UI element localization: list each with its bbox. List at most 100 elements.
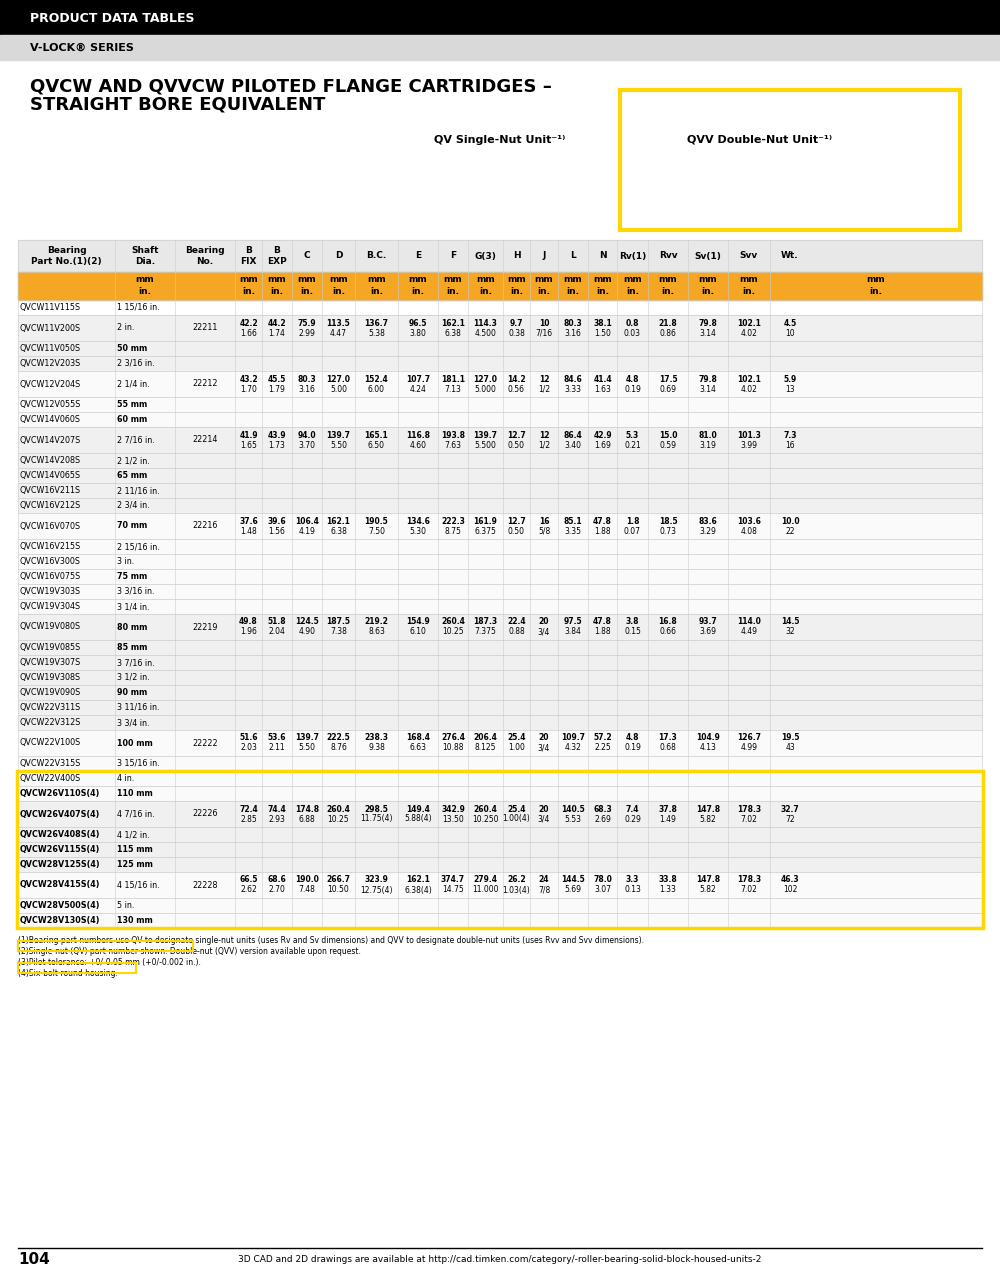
Text: 4.49: 4.49	[740, 627, 758, 636]
Text: 1.69: 1.69	[594, 440, 611, 449]
Text: 114.3: 114.3	[474, 319, 497, 328]
Text: 22: 22	[785, 526, 795, 535]
Text: mm: mm	[593, 275, 612, 284]
Text: 6.88: 6.88	[299, 814, 315, 823]
Text: 124.5: 124.5	[295, 617, 319, 626]
Text: QVCW AND QVVCW PILOTED FLANGE CARTRIDGES –: QVCW AND QVVCW PILOTED FLANGE CARTRIDGES…	[30, 78, 552, 96]
Text: 1.63: 1.63	[594, 384, 611, 393]
Text: 260.4: 260.4	[474, 805, 497, 814]
Text: (1)Bearing part numbers use QV to designate single-nut units (uses Rv and Sv dim: (1)Bearing part numbers use QV to design…	[18, 936, 644, 945]
Text: 0.66: 0.66	[660, 627, 676, 636]
Text: 3.99: 3.99	[740, 440, 758, 449]
Text: QVCW16V212S: QVCW16V212S	[20, 500, 81, 509]
Text: 1.56: 1.56	[269, 526, 285, 535]
Text: 6.375: 6.375	[475, 526, 496, 535]
Text: 110 mm: 110 mm	[117, 788, 153, 797]
Text: QVCW19V090S: QVCW19V090S	[20, 689, 81, 698]
Text: PRODUCT DATA TABLES: PRODUCT DATA TABLES	[30, 12, 194, 24]
Text: 0.38: 0.38	[508, 329, 525, 338]
Bar	[18, 513, 982, 614]
Text: 53.6: 53.6	[268, 733, 286, 742]
Text: QVCW16V070S: QVCW16V070S	[20, 521, 81, 530]
Text: in.: in.	[742, 288, 756, 297]
Text: 2.62: 2.62	[240, 886, 257, 895]
Text: 3 1/2 in.: 3 1/2 in.	[117, 673, 150, 682]
Bar	[18, 315, 982, 371]
Text: 6.00: 6.00	[368, 384, 385, 393]
Text: 7.4: 7.4	[626, 805, 639, 814]
Text: 3.33: 3.33	[564, 384, 582, 393]
Text: 2.70: 2.70	[269, 886, 285, 895]
Text: 66.5: 66.5	[239, 876, 258, 884]
Text: 2 in.: 2 in.	[117, 324, 134, 333]
Text: 140.5: 140.5	[561, 805, 585, 814]
Text: 55 mm: 55 mm	[117, 399, 147, 410]
Bar	[18, 801, 982, 872]
Text: 22219: 22219	[192, 622, 218, 631]
Text: 147.8: 147.8	[696, 805, 720, 814]
Text: QVCW22V311S: QVCW22V311S	[20, 703, 81, 712]
Text: 102.1: 102.1	[737, 319, 761, 328]
Text: QVCW26V110S(4): QVCW26V110S(4)	[20, 788, 100, 797]
Text: QVCW22V400S: QVCW22V400S	[20, 774, 81, 783]
Text: 6.38(4): 6.38(4)	[404, 886, 432, 895]
Text: QVV Double-Nut Unit⁻¹⁾: QVV Double-Nut Unit⁻¹⁾	[687, 134, 833, 145]
Text: 125 mm: 125 mm	[117, 860, 153, 869]
Text: 3.16: 3.16	[565, 329, 581, 338]
Text: 149.4: 149.4	[406, 805, 430, 814]
Text: 5.500: 5.500	[475, 440, 496, 449]
Text: 12.7: 12.7	[507, 430, 526, 439]
Text: 8.63: 8.63	[368, 627, 385, 636]
Text: C: C	[304, 251, 310, 261]
Text: 3.19: 3.19	[700, 440, 716, 449]
Text: QVCW19V080S: QVCW19V080S	[20, 622, 81, 631]
Text: 126.7: 126.7	[737, 733, 761, 742]
Text: 47.8: 47.8	[593, 617, 612, 626]
Text: 0.56: 0.56	[508, 384, 525, 393]
Text: 22222: 22222	[192, 739, 218, 748]
Text: 70 mm: 70 mm	[117, 521, 147, 530]
Text: 7.13: 7.13	[445, 384, 461, 393]
Text: mm: mm	[268, 275, 286, 284]
Text: 116.8: 116.8	[406, 430, 430, 439]
Text: QVCW28V130S(4): QVCW28V130S(4)	[20, 916, 100, 925]
Text: 10: 10	[539, 319, 549, 328]
Text: 6.50: 6.50	[368, 440, 385, 449]
Text: 1.88: 1.88	[594, 627, 611, 636]
Text: 10: 10	[785, 329, 795, 338]
Text: 161.9: 161.9	[474, 517, 497, 526]
Text: in.: in.	[138, 288, 152, 297]
Text: 80.3: 80.3	[564, 319, 582, 328]
Text: 3/4: 3/4	[538, 814, 550, 823]
Text: 47.8: 47.8	[593, 517, 612, 526]
Text: 3 7/16 in.: 3 7/16 in.	[117, 658, 155, 667]
Text: Shaft
Dia.: Shaft Dia.	[131, 246, 159, 266]
Text: J: J	[542, 251, 546, 261]
Text: (2)Single-nut (QV) part number shown. Double-nut (QVV) version available upon re: (2)Single-nut (QV) part number shown. Do…	[18, 947, 361, 956]
Text: QVCW19V307S: QVCW19V307S	[20, 658, 81, 667]
Text: 0.19: 0.19	[624, 384, 641, 393]
Text: 78.0: 78.0	[593, 876, 612, 884]
Text: 75 mm: 75 mm	[117, 572, 147, 581]
Text: 75.9: 75.9	[298, 319, 316, 328]
Text: mm: mm	[329, 275, 348, 284]
Text: QVCW26V408S(4): QVCW26V408S(4)	[20, 829, 100, 838]
Text: 84.6: 84.6	[564, 375, 582, 384]
Text: 323.9: 323.9	[365, 876, 388, 884]
Text: N: N	[599, 251, 606, 261]
Text: 0.50: 0.50	[508, 440, 525, 449]
Text: 0.8: 0.8	[626, 319, 639, 328]
Text: QVCW26V407S(4): QVCW26V407S(4)	[20, 809, 100, 818]
Text: 80 mm: 80 mm	[117, 622, 147, 631]
Text: 8.125: 8.125	[475, 744, 496, 753]
Text: QVCW19V304S: QVCW19V304S	[20, 602, 81, 611]
Text: 136.7: 136.7	[364, 319, 388, 328]
Text: 7/16: 7/16	[535, 329, 553, 338]
Text: 342.9: 342.9	[441, 805, 465, 814]
Text: 1.33: 1.33	[660, 886, 676, 895]
Text: QVCW11V050S: QVCW11V050S	[20, 344, 81, 353]
Text: 2 1/2 in.: 2 1/2 in.	[117, 456, 150, 465]
Text: 1.00: 1.00	[508, 744, 525, 753]
Text: 187.3: 187.3	[473, 617, 498, 626]
Text: 3.29: 3.29	[700, 526, 716, 535]
